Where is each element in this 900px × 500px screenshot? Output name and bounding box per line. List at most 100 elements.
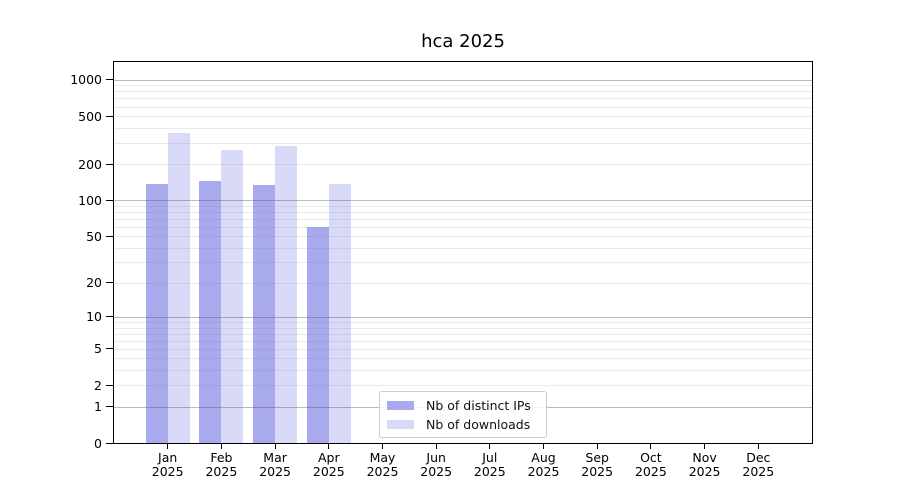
x-axis-tick-apr — [328, 444, 330, 449]
y-tick-label-20: 20 — [86, 275, 102, 291]
y-tick-label-0: 0 — [94, 435, 102, 451]
gridline-900 — [114, 85, 812, 87]
y-axis-tick-500 — [106, 115, 113, 117]
grid-layer — [114, 62, 812, 443]
x-tick-month-aug: Aug — [531, 450, 556, 465]
x-tick-month-jun: Jun — [426, 450, 446, 465]
y-axis-tick-1 — [106, 406, 113, 407]
x-tick-month-sep: Sep — [585, 450, 609, 465]
gridline-20 — [114, 282, 812, 284]
x-tick-month-nov: Nov — [692, 450, 717, 465]
gridline-10 — [114, 316, 812, 318]
x-tick-year-dec: 2025 — [742, 464, 775, 479]
gridline-700 — [114, 98, 812, 100]
x-tick-label-jun: Jun 2025 — [404, 451, 468, 479]
gridline-800 — [114, 91, 812, 93]
gridline-1000 — [114, 79, 812, 81]
legend-label-downloads: Nb of downloads — [426, 416, 531, 432]
x-tick-month-mar: Mar — [263, 450, 287, 465]
y-tick-label-2: 2 — [94, 377, 102, 393]
y-tick-label-10: 10 — [86, 309, 102, 325]
gridline-500 — [114, 116, 812, 118]
x-axis-tick-aug — [543, 444, 544, 449]
gridline-9 — [114, 321, 812, 323]
y-tick-label-5: 5 — [94, 341, 102, 357]
x-tick-label-feb: Feb 2025 — [189, 451, 253, 479]
x-tick-month-apr: Apr — [317, 450, 340, 465]
legend-item-distinct-ips: Nb of distinct IPs — [387, 397, 538, 413]
bar-downloads-feb — [221, 150, 244, 443]
x-tick-label-may: May 2025 — [351, 451, 415, 479]
x-tick-year-apr: 2025 — [312, 464, 345, 479]
x-tick-year-aug: 2025 — [527, 464, 560, 479]
x-axis-tick-jun — [435, 444, 437, 449]
x-tick-label-nov: Nov 2025 — [673, 451, 737, 479]
y-axis-tick-0 — [106, 442, 113, 444]
gridline-400 — [114, 127, 812, 129]
x-tick-label-mar: Mar 2025 — [243, 451, 307, 479]
gridline-8 — [114, 327, 812, 329]
y-axis-tick-100 — [106, 199, 113, 201]
y-tick-label-1: 1 — [94, 399, 102, 414]
gridline-90 — [114, 205, 812, 207]
legend: Nb of distinct IPs Nb of downloads — [379, 391, 547, 438]
gridline-100 — [114, 200, 812, 202]
x-tick-month-jul: Jul — [482, 450, 498, 465]
x-tick-year-oct: 2025 — [634, 464, 667, 479]
y-axis-tick-5 — [106, 348, 113, 350]
x-axis-tick-may — [382, 444, 383, 449]
x-tick-month-oct: Oct — [640, 450, 662, 465]
legend-swatch-distinct-ips — [387, 400, 414, 410]
gridline-6 — [114, 340, 812, 342]
y-axis-tick-2 — [106, 384, 113, 386]
x-tick-month-may: May — [369, 450, 396, 465]
x-tick-year-jul: 2025 — [473, 464, 506, 479]
x-tick-month-feb: Feb — [210, 450, 233, 465]
y-tick-label-100: 100 — [78, 192, 102, 208]
gridline-200 — [114, 164, 812, 166]
gridline-5 — [114, 348, 812, 350]
bar-distinct-ips-jan — [145, 183, 168, 443]
y-tick-label-200: 200 — [78, 156, 102, 172]
x-axis-tick-oct — [650, 444, 652, 449]
x-tick-label-oct: Oct 2025 — [619, 451, 683, 479]
x-tick-label-sep: Sep 2025 — [565, 451, 629, 479]
x-tick-label-jan: Jan 2025 — [136, 451, 200, 479]
x-tick-year-jun: 2025 — [420, 464, 453, 479]
x-tick-year-nov: 2025 — [688, 464, 721, 479]
gridline-60 — [114, 226, 812, 228]
gridline-600 — [114, 106, 812, 108]
y-tick-label-50: 50 — [86, 228, 102, 244]
gridline-80 — [114, 211, 812, 213]
y-tick-label-1000: 1000 — [70, 72, 102, 88]
x-axis-tick-jul — [489, 444, 491, 449]
gridline-30 — [114, 262, 812, 264]
y-axis-tick-200 — [106, 163, 113, 165]
x-tick-year-mar: 2025 — [259, 464, 291, 479]
x-axis-tick-sep — [596, 444, 598, 449]
gridline-2 — [114, 385, 812, 387]
gridline-70 — [114, 218, 812, 220]
bars-layer — [114, 62, 812, 443]
y-axis-tick-20 — [106, 282, 113, 284]
legend-item-downloads: Nb of downloads — [387, 416, 538, 432]
bar-downloads-apr — [328, 183, 351, 443]
x-tick-year-feb: 2025 — [205, 464, 238, 479]
bar-downloads-mar — [275, 145, 298, 443]
x-tick-month-jan: Jan — [158, 450, 178, 465]
y-tick-label-500: 500 — [78, 108, 102, 124]
bar-distinct-ips-feb — [199, 180, 222, 443]
x-tick-month-dec: Dec — [746, 450, 771, 465]
gridline-7 — [114, 333, 812, 335]
x-tick-label-aug: Aug 2025 — [512, 451, 576, 479]
bar-downloads-jan — [167, 133, 190, 443]
x-axis-tick-jan — [167, 444, 169, 449]
x-tick-year-may: 2025 — [366, 464, 399, 479]
legend-swatch-downloads — [387, 419, 414, 429]
x-tick-label-jul: Jul 2025 — [458, 451, 522, 479]
x-axis-tick-nov — [704, 444, 706, 449]
x-tick-year-sep: 2025 — [581, 464, 614, 479]
chart-title: hca 2025 — [421, 31, 505, 52]
bar-distinct-ips-apr — [306, 226, 329, 443]
